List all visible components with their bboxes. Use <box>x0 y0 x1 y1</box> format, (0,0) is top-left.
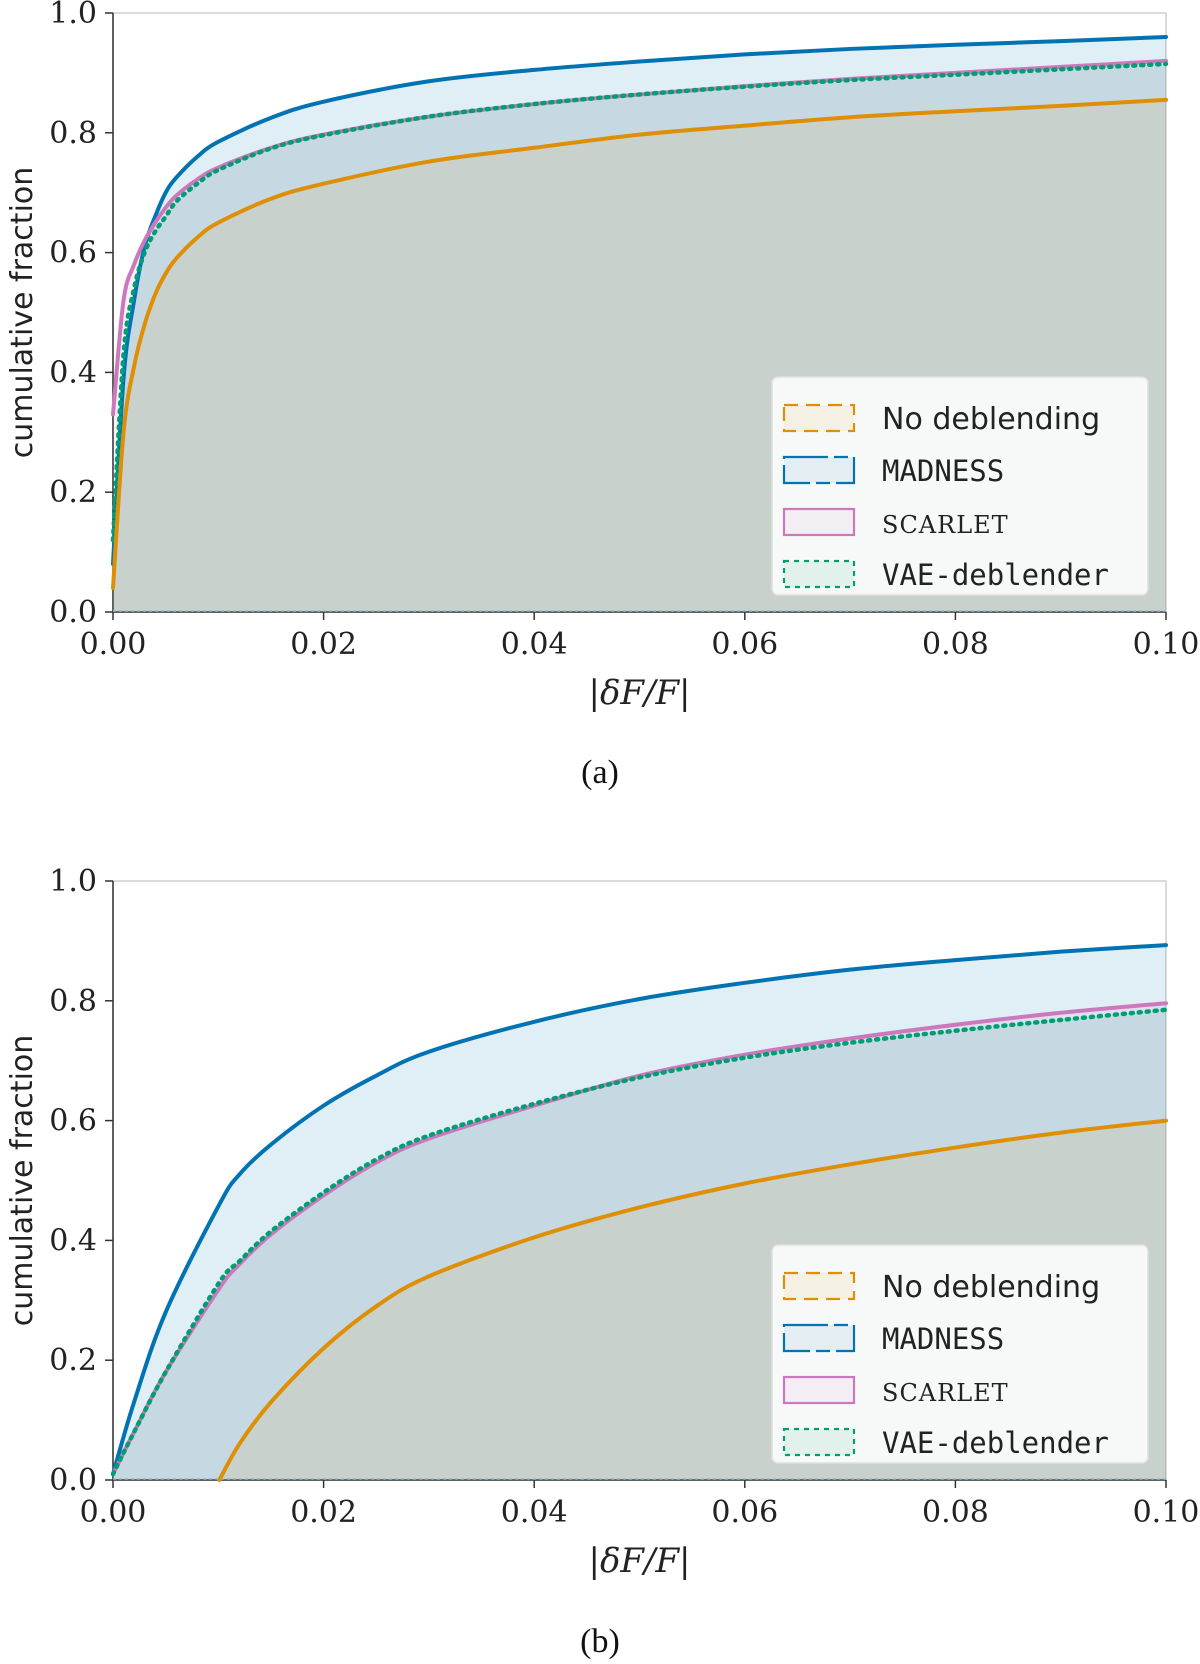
legend-label-scarlet: SCARLET <box>882 511 1009 539</box>
line-vae-deblender <box>110 61 1169 543</box>
legend: No deblending MADNESS SCARLET VAE-deblender <box>771 376 1149 596</box>
y-tick-label: 1.0 <box>49 0 97 31</box>
x-tick-label: 0.08 <box>922 1495 989 1530</box>
legend-box <box>771 1244 1149 1464</box>
x-tick-label: 0.06 <box>711 627 778 662</box>
y-tick-label: 1.0 <box>49 864 97 899</box>
x-tick-label: 0.08 <box>922 627 989 662</box>
legend-swatch-scarlet <box>782 1375 856 1405</box>
x-tick-label: 0.00 <box>80 1495 147 1530</box>
line-no-deblending <box>111 97 1168 591</box>
caption-b: (b) <box>580 1623 620 1660</box>
x-axis-label: |δF/F| <box>588 1541 690 1581</box>
x-tick-label: 0.06 <box>711 1495 778 1530</box>
x-tick-label: 0.00 <box>80 627 147 662</box>
x-tick-label: 0.10 <box>1133 627 1200 662</box>
legend-item-no-deblending: No deblending <box>782 1270 1100 1305</box>
y-tick-label: 0.0 <box>49 595 97 630</box>
y-tick-label: 0.6 <box>49 1104 97 1139</box>
line-madness <box>111 943 1168 1477</box>
y-tick-label: 0.8 <box>49 116 97 151</box>
line-no-deblending <box>217 1118 1168 1482</box>
legend-swatch-no-deblending <box>782 403 856 433</box>
y-tick-label: 0.4 <box>49 1223 97 1258</box>
legend-item-madness: MADNESS <box>782 454 1004 488</box>
x-tick-label: 0.04 <box>501 627 568 662</box>
legend: No deblending MADNESS SCARLET VAE-deblender <box>771 1244 1149 1464</box>
legend-swatch-vae-deblender <box>782 1427 856 1457</box>
y-axis-label: cumulative fraction <box>5 167 40 459</box>
y-tick-label: 0.8 <box>49 984 97 1019</box>
legend-label-madness: MADNESS <box>882 1322 1004 1356</box>
legend-item-madness: MADNESS <box>782 1322 1004 1356</box>
legend-swatch-madness <box>782 1323 856 1353</box>
legend-label-madness: MADNESS <box>882 454 1004 488</box>
legend-item-no-deblending: No deblending <box>782 402 1100 437</box>
x-tick-label: 0.02 <box>290 1495 357 1530</box>
panel-b: 0.00 0.02 0.04 0.06 0.08 0.10 0.0 0.2 0.4 0.6 0.8 1… <box>5 864 1199 1581</box>
x-tick-label: 0.10 <box>1133 1495 1200 1530</box>
legend-item-scarlet: SCARLET <box>782 507 1009 539</box>
line-vae-deblender <box>110 1007 1169 1477</box>
legend-swatch-scarlet <box>782 507 856 537</box>
legend-item-scarlet: SCARLET <box>782 1375 1009 1407</box>
legend-label-no-deblending: No deblending <box>882 402 1100 437</box>
legend-swatch-vae-deblender <box>782 559 856 589</box>
y-tick-label: 0.6 <box>49 236 97 271</box>
legend-label-vae-deblender: VAE-deblender <box>882 558 1109 592</box>
legend-label-vae-deblender: VAE-deblender <box>882 1426 1109 1460</box>
x-axis-label: |δF/F| <box>588 673 690 713</box>
y-tick-label: 0.4 <box>49 355 97 390</box>
legend-box <box>771 376 1149 596</box>
y-tick-label: 0.2 <box>49 1343 97 1378</box>
legend-label-scarlet: SCARLET <box>882 1379 1009 1407</box>
legend-item-vae-deblender: VAE-deblender <box>782 1426 1109 1460</box>
x-tick-label: 0.02 <box>290 627 357 662</box>
y-tick-label: 0.2 <box>49 475 97 510</box>
legend-swatch-no-deblending <box>782 1271 856 1301</box>
y-axis-label: cumulative fraction <box>5 1035 40 1327</box>
caption-a: (a) <box>581 754 619 791</box>
panel-a: 0.00 0.02 0.04 0.06 0.08 0.10 0.0 0.2 0.4 0.6 0.8 1… <box>5 0 1199 713</box>
legend-swatch-madness <box>782 455 856 485</box>
y-tick-label: 0.0 <box>49 1463 97 1498</box>
legend-label-no-deblending: No deblending <box>882 1270 1100 1305</box>
legend-item-vae-deblender: VAE-deblender <box>782 558 1109 592</box>
x-tick-label: 0.04 <box>501 1495 568 1530</box>
line-scarlet <box>111 1001 1168 1477</box>
